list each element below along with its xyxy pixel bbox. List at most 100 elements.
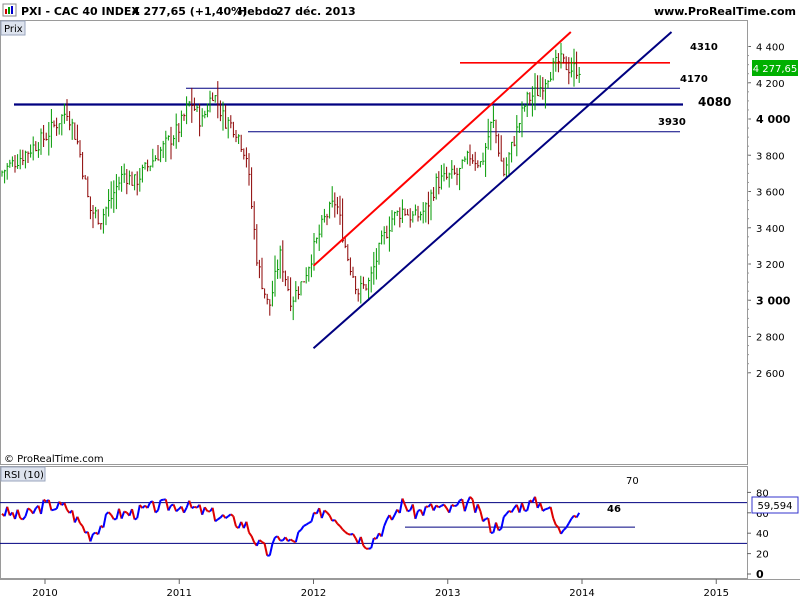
rsi-segment: [287, 538, 292, 543]
rsi-segment: [380, 525, 386, 537]
rsi-segment: [347, 532, 351, 536]
price-bar: [134, 174, 137, 191]
price-bar: [108, 189, 111, 217]
rsi-segment: [232, 515, 237, 527]
price-bar: [63, 103, 66, 124]
rsi-segment: [225, 515, 229, 519]
price-bar: [544, 79, 547, 109]
rsi-segment: [157, 499, 162, 511]
price-bar: [381, 230, 384, 245]
price-bar: [456, 167, 459, 186]
price-bar: [264, 288, 267, 299]
rsi-segment: [339, 525, 344, 531]
price-bar: [290, 277, 293, 312]
rsi-segment: [89, 533, 94, 542]
rsi-segment: [352, 533, 357, 539]
price-bar: [32, 136, 35, 161]
rsi-segment: [211, 507, 217, 522]
rsi-segment: [55, 501, 61, 510]
price-bar: [336, 196, 339, 215]
rsi-panel: [0, 466, 748, 579]
price-bar: [6, 163, 9, 180]
rsi-segment: [151, 501, 157, 513]
rsi-segment: [303, 523, 307, 527]
rsi-segment: [217, 516, 221, 521]
price-bar: [427, 191, 430, 225]
price-bar: [297, 286, 300, 300]
rsi-segment: [542, 508, 546, 512]
price-bar: [248, 153, 251, 186]
price-bar: [131, 171, 134, 186]
rsi-segment: [391, 514, 396, 521]
rsi-segment: [526, 500, 531, 511]
price-bar: [178, 123, 181, 143]
rsi-value-badge: [751, 496, 799, 514]
rsi-ref-70-label: 70: [626, 476, 639, 487]
price-bar: [459, 167, 462, 191]
price-bar: [472, 154, 475, 164]
rsi-segment: [451, 503, 455, 507]
price-bar: [308, 266, 311, 282]
rsi-segment: [97, 525, 102, 535]
x-tick-label: 2015: [704, 588, 729, 599]
price-bar: [542, 77, 545, 100]
price-bar: [110, 181, 113, 209]
rsi-segment: [435, 504, 440, 509]
rsi-segment: [368, 547, 372, 550]
price-bar: [360, 275, 363, 304]
rsi-segment: [76, 516, 81, 524]
rsi-segment: [32, 507, 37, 515]
price-bar: [401, 199, 404, 223]
price-bar: [316, 237, 319, 244]
rsi-segment: [495, 522, 500, 531]
price-tick-label: 3 600: [756, 188, 785, 199]
price-bar: [48, 122, 51, 156]
price-bar: [118, 176, 121, 191]
rsi-segment: [505, 510, 510, 515]
rsi-segment: [443, 503, 448, 509]
price-bar: [461, 159, 464, 169]
price-bar: [300, 281, 303, 296]
price-bar: [521, 101, 524, 138]
price-bar: [284, 270, 287, 287]
price-bar: [238, 134, 241, 145]
rsi-segment: [482, 518, 487, 523]
price-bar: [251, 167, 254, 209]
price-bar: [323, 208, 326, 223]
price-bar: [183, 113, 186, 121]
price-bar: [261, 257, 264, 290]
rsi-segment: [503, 513, 508, 518]
rsi-segment: [175, 508, 180, 513]
price-axis-area: [748, 20, 800, 580]
price-bar: [196, 104, 199, 112]
price-panel-label: Prix: [4, 24, 23, 35]
price-bar: [141, 164, 144, 183]
price-bar: [305, 267, 308, 284]
rsi-segment: [53, 507, 57, 511]
price-bar: [162, 140, 165, 159]
price-bar: [487, 118, 490, 150]
price-bar: [269, 299, 272, 316]
price-bar: [139, 168, 142, 192]
price-bar: [420, 211, 423, 221]
price-bar: [490, 121, 493, 151]
x-tick-label: 2013: [435, 588, 460, 599]
rsi-segment: [172, 504, 178, 512]
price-bar: [352, 266, 355, 279]
price-bar: [529, 92, 532, 106]
price-bar: [357, 288, 360, 302]
price-bar: [362, 276, 365, 289]
price-bar: [516, 115, 519, 157]
price-bar: [578, 66, 581, 83]
instrument-name: PXI - CAC 40 INDEX: [21, 5, 140, 18]
price-bar: [17, 154, 20, 169]
rsi-segment: [383, 519, 388, 527]
price-bar: [258, 259, 261, 279]
price-bar: [295, 281, 298, 303]
price-bar: [193, 97, 196, 111]
rsi-segment: [362, 545, 367, 550]
price-bar: [479, 161, 482, 168]
price-bar: [147, 159, 150, 172]
price-bar: [495, 119, 498, 144]
resistance-trendline: [312, 31, 572, 267]
